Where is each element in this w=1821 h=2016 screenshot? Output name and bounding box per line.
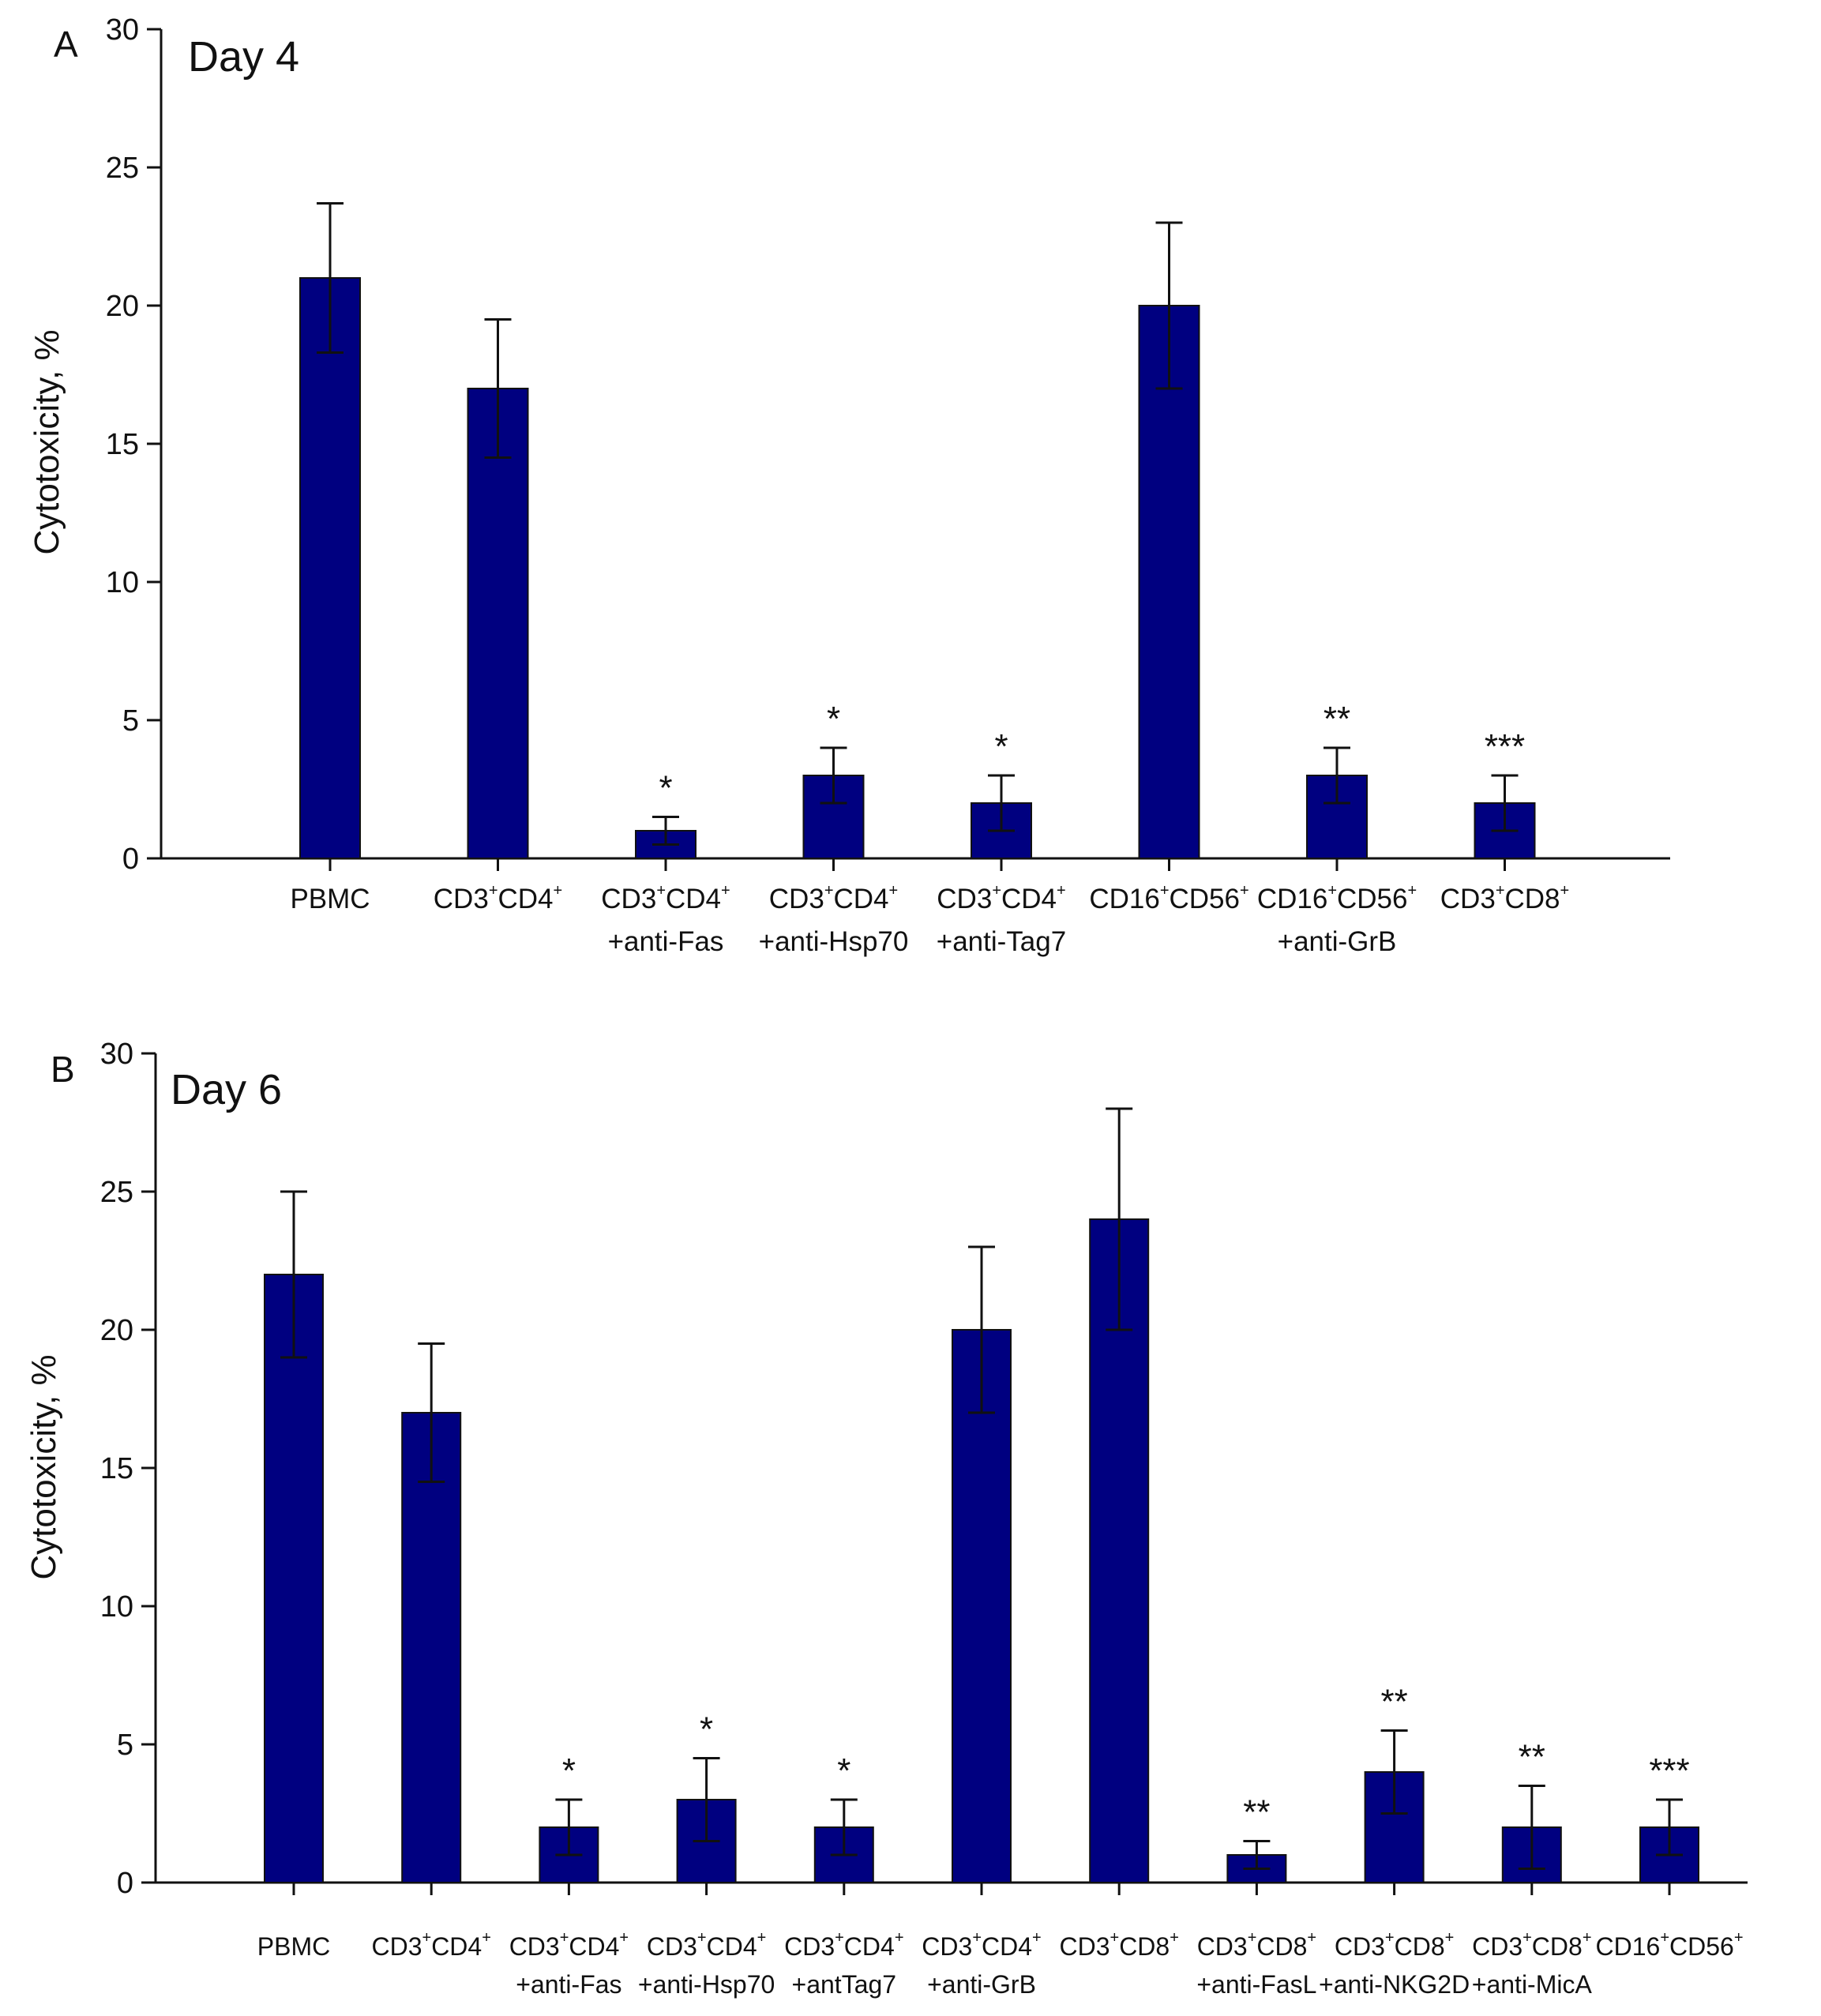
panel-a-error-bar <box>820 746 847 805</box>
panel-a-category-sublabel: +anti-Hsp70 <box>759 926 909 957</box>
panel-a-error-bar <box>317 202 344 354</box>
panel-a-letter: A <box>54 24 78 65</box>
panel-a-y-tick-label: 10 <box>106 566 139 599</box>
panel-b-chart-area: 0 5 10 15 20 25 30 PBMC CD3+​CD4+​ * CD3+​CD4+​ +an… <box>100 1038 1748 1999</box>
panel-b-category-sublabel: +anti-GrB <box>927 1970 1036 1999</box>
panel-a-y-tick-label: 5 <box>122 704 139 738</box>
panel-a-category-label: CD3+​CD4+​ <box>601 882 730 914</box>
panel-b-error-bar <box>1243 1840 1271 1870</box>
panel-b-y-axis-label: Cytotoxicity, % <box>24 1354 63 1579</box>
panel-b-category-label: CD3+​CD8+​ <box>1197 1929 1316 1961</box>
panel-a-y-tick-label: 25 <box>106 152 139 185</box>
panel-a-category-label: PBMC <box>290 884 370 914</box>
panel-b-error-bar <box>968 1245 995 1414</box>
panel-a-title: Day 4 <box>188 33 299 81</box>
panel-b-category-label: CD3+​CD8+​ <box>1472 1929 1591 1961</box>
panel-a: A Day 4 Cytotoxicity, % 0 5 10 15 20 25 30 PBMC… <box>28 13 1670 957</box>
panel-a-significance-marker: ** <box>1324 700 1350 738</box>
panel-b-category-sublabel: +anti-Hsp70 <box>638 1970 775 1999</box>
panel-b-category-label: PBMC <box>257 1932 330 1961</box>
panel-b-category-label: CD3+​CD4+​ <box>371 1929 490 1961</box>
panel-a-category-label: CD3+​CD4+​ <box>769 882 898 914</box>
panel-b-category-label: CD3+​CD4+​ <box>509 1929 629 1961</box>
panel-b-y-tick-label: 0 <box>117 1867 133 1900</box>
panel-b-y-tick-label: 10 <box>100 1590 133 1624</box>
panel-b-significance-marker: ** <box>1519 1738 1545 1777</box>
panel-b-category-sublabel: +anti-FasL <box>1196 1970 1316 1999</box>
panel-b-significance-marker: *** <box>1649 1751 1689 1790</box>
panel-b-y-tick-label: 15 <box>100 1452 133 1485</box>
panel-a-error-bar <box>652 816 679 846</box>
panel-a-significance-marker: *** <box>1485 727 1525 766</box>
panel-b-category-label: CD3+​CD8+​ <box>1059 1929 1178 1961</box>
panel-a-y-tick-label: 30 <box>106 13 139 47</box>
panel-a-y-tick-label: 15 <box>106 428 139 461</box>
panel-b-significance-marker: ** <box>1243 1793 1270 1832</box>
panel-a-error-bar <box>1491 774 1519 832</box>
panel-b-category-label: CD3+​CD4+​ <box>784 1929 903 1961</box>
panel-a-significance-marker: * <box>994 727 1008 766</box>
panel-a-y-axis-label: Cytotoxicity, % <box>28 329 66 554</box>
panel-b-error-bar <box>555 1798 583 1856</box>
panel-b-title: Day 6 <box>171 1066 282 1113</box>
panel-b-bar <box>264 1274 324 1883</box>
panel-a-category-sublabel: +anti-GrB <box>1278 926 1397 957</box>
panel-b-category-label: CD3+​CD8+​ <box>1335 1929 1454 1961</box>
panel-b-category-label: CD3+​CD4+​ <box>647 1929 766 1961</box>
panel-a-significance-marker: * <box>827 700 840 738</box>
panel-a-category-label: CD3+​CD4+​ <box>937 882 1065 914</box>
panel-b-significance-marker: * <box>562 1751 576 1790</box>
panel-b-category-label: CD3+​CD4+​ <box>922 1929 1041 1961</box>
panel-b-y-tick-label: 25 <box>100 1176 133 1209</box>
panel-a-y-tick-label: 0 <box>122 843 139 876</box>
panel-b-significance-marker: ** <box>1380 1683 1407 1721</box>
panel-b-y-tick-label: 30 <box>100 1038 133 1071</box>
panel-a-error-bar <box>1324 746 1350 805</box>
panel-a-chart-area: 0 5 10 15 20 25 30 PBMC CD3+​CD4+​ * CD3+​CD4+​ +an… <box>106 13 1670 957</box>
panel-a-category-label: CD3+​CD8+​ <box>1440 882 1569 914</box>
panel-b-letter: B <box>51 1049 75 1090</box>
panel-b-category-sublabel: +antTag7 <box>792 1970 897 1999</box>
panel-a-category-sublabel: +anti-Fas <box>608 926 724 957</box>
panel-b-error-bar <box>1380 1729 1408 1815</box>
panel-b-y-tick-label: 5 <box>117 1729 133 1762</box>
panel-a-significance-marker: * <box>659 769 672 808</box>
panel-a-bar <box>467 388 529 859</box>
panel-a-error-bar <box>1155 221 1183 390</box>
panel-a-category-sublabel: +anti-Tag7 <box>937 926 1066 957</box>
panel-a-error-bar <box>988 774 1015 832</box>
panel-b-y-tick-label: 20 <box>100 1314 133 1347</box>
panel-a-y-tick-label: 20 <box>106 290 139 323</box>
panel-b-category-sublabel: +anti-Fas <box>516 1970 621 1999</box>
panel-a-category-label: CD3+​CD4+​ <box>434 882 562 914</box>
panel-b-error-bar <box>418 1342 445 1483</box>
panel-b-category-sublabel: +anti-MicA <box>1472 1970 1593 1999</box>
panel-a-category-label: CD16+​CD56+​ <box>1089 882 1248 914</box>
panel-b-error-bar <box>1518 1785 1545 1870</box>
panel-b-error-bar <box>693 1757 720 1842</box>
panel-b-significance-marker: * <box>837 1751 850 1790</box>
panel-b-significance-marker: * <box>700 1710 713 1749</box>
panel-b-error-bar <box>1656 1798 1683 1856</box>
panel-b-category-sublabel: +anti-NKG2D <box>1319 1970 1470 1999</box>
panel-b: B Day 6 Cytotoxicity, % 0 5 10 15 20 25 30 PBMC… <box>24 1038 1748 1999</box>
panel-b-bar <box>401 1412 462 1883</box>
panel-b-error-bar <box>830 1798 858 1856</box>
panel-b-error-bar <box>1106 1107 1133 1331</box>
panel-a-error-bar <box>484 318 512 459</box>
panel-b-error-bar <box>280 1190 307 1359</box>
panel-b-bar <box>952 1329 1012 1883</box>
panel-a-bar <box>299 277 361 859</box>
panel-a-category-label: CD16+​CD56+​ <box>1257 882 1417 914</box>
panel-b-category-label: CD16+​CD56+​ <box>1596 1929 1744 1961</box>
